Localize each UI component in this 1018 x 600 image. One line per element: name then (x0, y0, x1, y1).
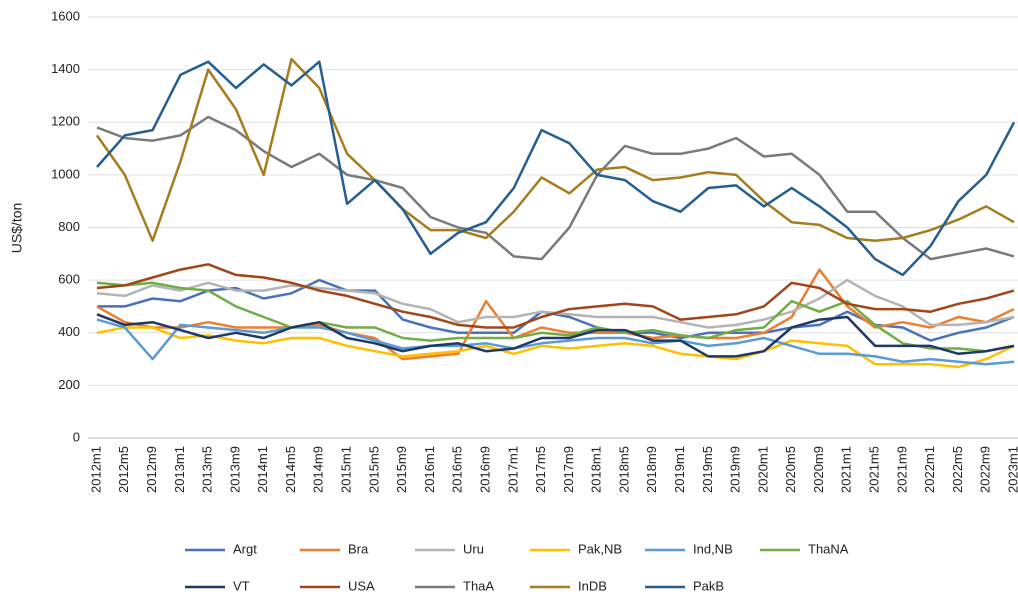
x-tick-label: 2013m1 (172, 446, 187, 493)
x-tick-label: 2023m1 (1005, 446, 1018, 493)
x-tick-label: 2015m1 (339, 446, 354, 493)
x-tick-label: 2022m9 (978, 446, 993, 493)
x-tick-label: 2021m1 (839, 446, 854, 493)
x-tick-label: 2019m9 (728, 446, 743, 493)
y-tick-label: 1000 (51, 166, 80, 181)
x-tick-label: 2013m9 (227, 446, 242, 493)
legend-label: InDB (578, 578, 607, 593)
x-tick-label: 2018m9 (644, 446, 659, 493)
series-line (96, 318, 1015, 366)
x-tick-label: 2014m5 (283, 446, 298, 493)
x-tick-label: 2022m5 (950, 446, 965, 493)
x-tick-label: 2016m9 (477, 446, 492, 493)
x-tick-label: 2012m9 (144, 446, 159, 493)
y-tick-label: 1400 (51, 61, 80, 76)
legend-label: Uru (463, 541, 484, 556)
x-tick-label: 2020m5 (783, 446, 798, 493)
y-tick-label: 600 (58, 272, 80, 287)
x-tick-label: 2016m5 (450, 446, 465, 493)
y-tick-label: 1200 (51, 114, 80, 129)
x-tick-label: 2017m1 (505, 446, 520, 493)
series-line (96, 263, 1015, 329)
x-tick-label: 2021m5 (866, 446, 881, 493)
legend-label: ThaNA (808, 541, 849, 556)
legend-label: USA (348, 578, 375, 593)
legend-label: Pak,NB (578, 541, 622, 556)
series-line (96, 313, 1015, 358)
x-tick-label: 2012m5 (116, 446, 131, 493)
x-tick-label: 2019m1 (672, 446, 687, 493)
x-tick-label: 2020m9 (811, 446, 826, 493)
x-tick-label: 2019m5 (700, 446, 715, 493)
x-tick-label: 2018m1 (589, 446, 604, 493)
y-axis-title: US$/ton (9, 203, 25, 254)
legend-label: VT (233, 578, 250, 593)
x-tick-label: 2021m9 (894, 446, 909, 493)
series-line (96, 115, 1015, 261)
y-tick-label: 800 (58, 219, 80, 234)
series-line (96, 60, 1016, 277)
y-tick-label: 1600 (51, 8, 80, 23)
y-tick-label: 400 (58, 324, 80, 339)
legend-label: Argt (233, 541, 257, 556)
x-tick-label: 2014m9 (311, 446, 326, 493)
x-tick-label: 2020m1 (755, 446, 770, 493)
x-tick-label: 2014m1 (255, 446, 270, 493)
legend-label: ThaA (463, 578, 494, 593)
x-tick-label: 2022m1 (922, 446, 937, 493)
x-tick-label: 2016m1 (422, 446, 437, 493)
y-tick-label: 0 (73, 429, 80, 444)
series-line (96, 268, 1015, 361)
x-tick-label: 2015m9 (394, 446, 409, 493)
x-tick-label: 2012m1 (88, 446, 103, 493)
x-tick-label: 2017m9 (561, 446, 576, 493)
x-tick-label: 2017m5 (533, 446, 548, 493)
legend-label: Bra (348, 541, 369, 556)
legend-label: PakB (693, 578, 724, 593)
x-tick-label: 2015m5 (366, 446, 381, 493)
y-tick-label: 200 (58, 377, 80, 392)
series-line (95, 57, 1015, 242)
legend-label: Ind,NB (693, 541, 733, 556)
series-line (96, 281, 1015, 353)
x-tick-label: 2013m5 (200, 446, 215, 493)
x-tick-label: 2018m5 (616, 446, 631, 493)
